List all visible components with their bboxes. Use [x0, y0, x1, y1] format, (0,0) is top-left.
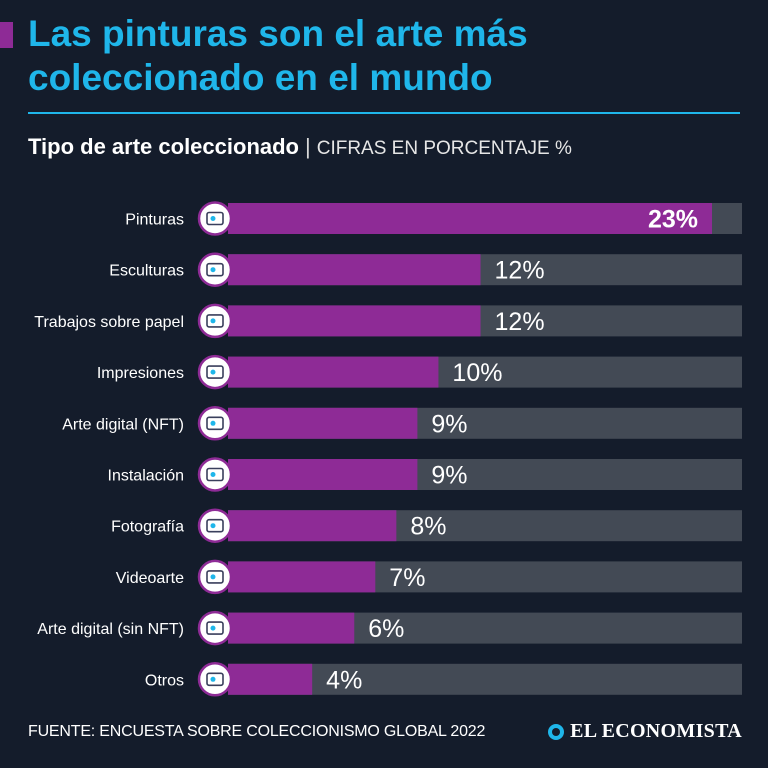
value-label: 12%: [495, 308, 545, 336]
icon-glyph: [206, 416, 224, 431]
bar: [228, 612, 355, 644]
bar: [228, 663, 313, 695]
bar-row: Otros 4%: [145, 662, 742, 697]
value-label: 4%: [326, 666, 362, 694]
bar-row: Fotografía 8%: [111, 508, 742, 543]
value-label: 6%: [368, 615, 404, 643]
bar-row: Pinturas 23%: [125, 201, 742, 236]
icon-dot: [210, 216, 216, 221]
icon-glyph: [206, 262, 224, 277]
digital-art-icon: [197, 610, 233, 646]
category-label: Arte digital (sin NFT): [37, 621, 184, 638]
category-label: Fotografía: [111, 519, 184, 536]
bar: [228, 510, 397, 542]
bar-row: Esculturas 12%: [109, 252, 742, 287]
category-label: Trabajos sobre papel: [34, 314, 184, 331]
icon-glyph: [206, 467, 224, 482]
icon-dot: [210, 676, 216, 682]
icon-dot: [210, 625, 216, 631]
category-label: Pinturas: [125, 212, 184, 229]
icon-glyph: [206, 211, 224, 226]
bar-row: Impresiones 10%: [97, 354, 742, 390]
other-icon: [197, 662, 233, 697]
subtitle-separator: |: [305, 134, 311, 159]
value-label: 9%: [431, 462, 467, 490]
icon-glyph: [206, 570, 224, 584]
icon-glyph: [206, 365, 224, 379]
icon-dot: [210, 267, 216, 273]
category-label: Arte digital (NFT): [62, 416, 184, 433]
icon-glyph: [206, 621, 224, 635]
bar: [228, 305, 481, 337]
bar: [228, 356, 439, 388]
category-label: Instalación: [108, 468, 185, 485]
subtitle-main: Tipo de arte coleccionado: [28, 134, 299, 159]
bar-row: Arte digital (sin NFT) 6%: [37, 610, 742, 646]
bar: [228, 254, 481, 286]
brand-logo: EL ECONOMISTA: [548, 720, 742, 743]
page-title: Las pinturas son el arte más coleccionad…: [28, 13, 528, 98]
brand-name: EL ECONOMISTA: [570, 720, 742, 742]
bar: [228, 203, 712, 234]
category-label: Impresiones: [97, 365, 184, 382]
icon-glyph: [206, 518, 224, 533]
photo-icon: [197, 508, 233, 543]
icon-dot: [210, 420, 216, 426]
icon-dot: [210, 318, 216, 324]
bar-track: [228, 663, 742, 695]
category-label: Videoarte: [116, 570, 184, 587]
bar: [228, 459, 418, 490]
painting-icon: [197, 201, 233, 236]
brand-icon: [548, 723, 565, 740]
value-label: 12%: [495, 257, 545, 285]
installation-icon: [197, 457, 233, 492]
icon-dot: [210, 574, 216, 580]
bar-row: Arte digital (NFT) 9%: [62, 406, 742, 441]
source-note: FUENTE: ENCUESTA SOBRE COLECCIONISMO GLO…: [28, 723, 486, 740]
print-icon: [197, 354, 233, 390]
icon-dot: [210, 472, 216, 477]
icon-dot: [210, 369, 216, 375]
accent-block: [0, 22, 13, 48]
category-label: Otros: [145, 672, 184, 689]
bar-row: Videoarte 7%: [116, 559, 742, 595]
value-label: 9%: [431, 410, 467, 438]
value-label: 8%: [410, 513, 446, 541]
subtitle-unit: CIFRAS EN PORCENTAJE %: [316, 138, 572, 159]
sculpture-icon: [197, 252, 233, 287]
value-label: 23%: [648, 206, 698, 234]
video-icon: [197, 559, 233, 595]
icon-glyph: [206, 314, 224, 328]
value-label: 10%: [452, 359, 502, 387]
bar-row: Trabajos sobre papel 12%: [34, 303, 742, 339]
icon-glyph: [206, 672, 224, 687]
title-rule: [28, 112, 740, 114]
bar: [228, 407, 418, 439]
unicorn-icon: [197, 406, 233, 441]
bar: [228, 561, 376, 593]
icon-dot: [210, 523, 216, 529]
category-label: Esculturas: [109, 263, 184, 280]
value-label: 7%: [389, 564, 425, 592]
bar-row: Instalación 9%: [108, 457, 742, 492]
pencil-icon: [197, 303, 233, 339]
chart-subtitle: Tipo de arte coleccionado | CIFRAS EN PORC…: [28, 134, 572, 160]
